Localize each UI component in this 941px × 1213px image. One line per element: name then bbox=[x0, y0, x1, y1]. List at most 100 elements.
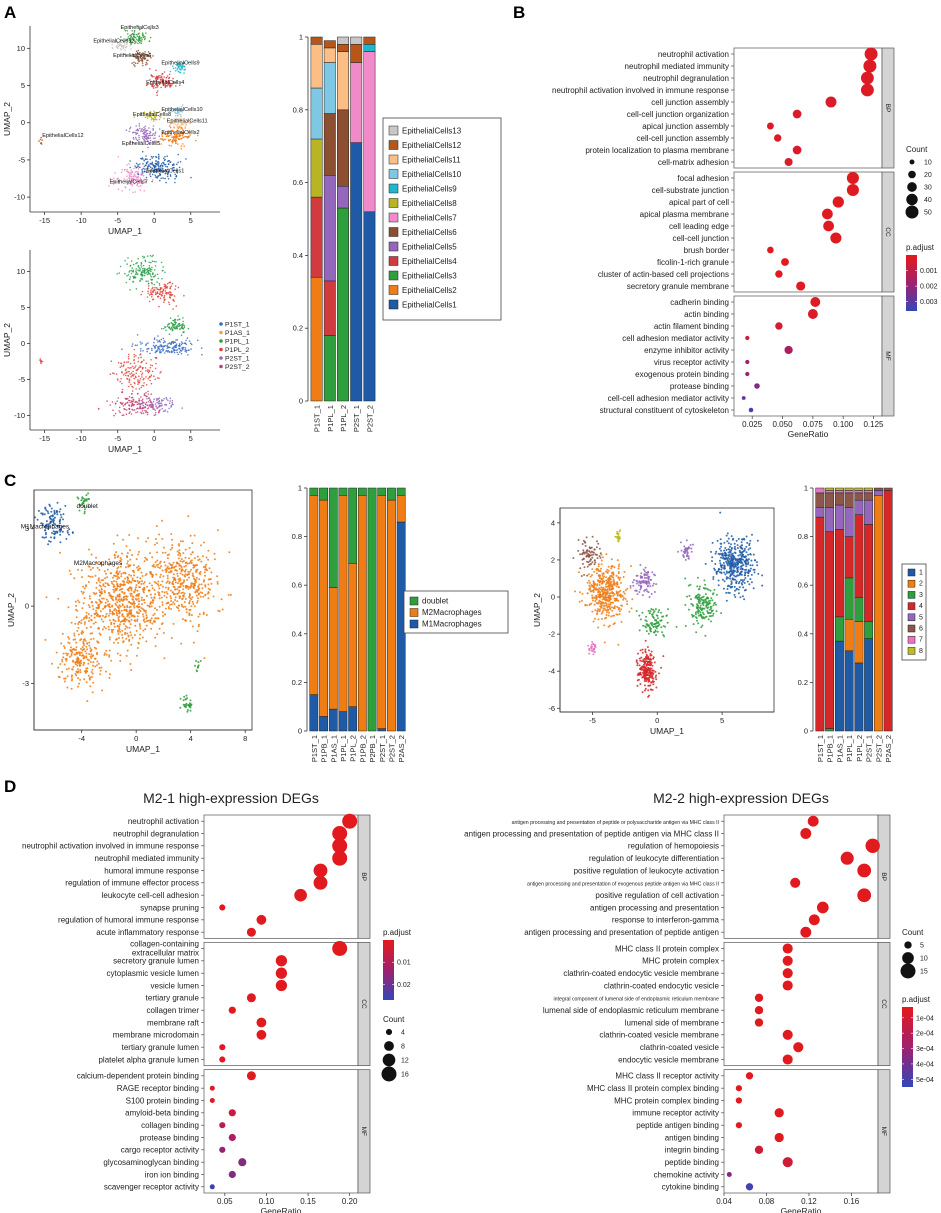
scatter-point bbox=[692, 604, 694, 607]
scatter-point bbox=[139, 163, 141, 165]
scatter-point bbox=[120, 402, 122, 404]
scatter-point bbox=[44, 638, 47, 641]
scatter-point bbox=[79, 669, 82, 671]
scatter-point bbox=[735, 580, 738, 583]
scatter-point bbox=[743, 547, 746, 550]
scatter-point bbox=[182, 699, 185, 702]
term-label: apical plasma membrane bbox=[640, 210, 730, 219]
scatter-point bbox=[144, 137, 146, 140]
scatter-point bbox=[37, 509, 40, 512]
scatter-point bbox=[174, 67, 177, 69]
scatter-point bbox=[187, 570, 190, 573]
scatter-point bbox=[68, 528, 71, 531]
scatter-point bbox=[160, 405, 163, 407]
scatter-point bbox=[645, 657, 648, 660]
scatter-point bbox=[86, 648, 89, 651]
scatter-point bbox=[156, 162, 159, 164]
scatter-point bbox=[89, 685, 92, 688]
scatter-point bbox=[142, 267, 144, 270]
scatter-point bbox=[146, 616, 148, 619]
scatter-point bbox=[83, 512, 86, 515]
scatter-point bbox=[126, 409, 128, 411]
scatter-point bbox=[119, 366, 122, 369]
scatter-point bbox=[129, 126, 132, 129]
scatter-point bbox=[116, 567, 119, 570]
cluster-label: EpithelialCells3 bbox=[120, 25, 158, 31]
scatter-point bbox=[173, 586, 176, 589]
scatter-point bbox=[183, 574, 186, 577]
scatter-point bbox=[737, 554, 740, 557]
legend-label: P1PL_2 bbox=[225, 347, 249, 354]
scatter-point bbox=[641, 676, 644, 679]
scatter-point bbox=[165, 403, 167, 406]
scatter-point bbox=[148, 170, 151, 172]
scatter-point bbox=[147, 292, 149, 295]
scatter-point bbox=[131, 62, 133, 64]
scatter-point bbox=[719, 562, 722, 565]
scatter-point bbox=[81, 646, 84, 649]
scatter-point bbox=[136, 38, 138, 41]
scatter-point bbox=[185, 349, 188, 352]
scatter-point bbox=[122, 47, 125, 50]
scatter-point bbox=[741, 550, 744, 553]
scatter-point bbox=[750, 581, 753, 584]
scatter-point bbox=[114, 620, 117, 623]
term-label: cell-cell junction assembly bbox=[637, 134, 729, 143]
scatter-point bbox=[606, 606, 609, 609]
scatter-point bbox=[128, 353, 130, 356]
scatter-point bbox=[626, 603, 629, 606]
scatter-point bbox=[83, 510, 86, 513]
scatter-point bbox=[114, 602, 117, 605]
scatter-point bbox=[138, 123, 141, 125]
scatter-point bbox=[53, 533, 56, 536]
scatter-point bbox=[199, 595, 202, 598]
scatter-point bbox=[177, 578, 180, 581]
scatter-point bbox=[147, 59, 149, 62]
scatter-point bbox=[610, 606, 613, 609]
scatter-point bbox=[126, 632, 129, 635]
scatter-point bbox=[150, 405, 153, 408]
scatter-point bbox=[177, 143, 179, 145]
scatter-point bbox=[153, 134, 156, 137]
scatter-point bbox=[158, 284, 161, 286]
scatter-point bbox=[593, 617, 596, 620]
scatter-point bbox=[133, 606, 136, 609]
scatter-point bbox=[147, 161, 149, 163]
scatter-point bbox=[161, 135, 164, 138]
scatter-point bbox=[166, 554, 169, 557]
scatter-point bbox=[150, 278, 152, 281]
scatter-point bbox=[109, 373, 112, 376]
y-axis-title: UMAP_2 bbox=[2, 102, 12, 136]
enrichment-dot bbox=[846, 183, 859, 197]
scatter-point bbox=[740, 582, 743, 585]
scatter-point bbox=[116, 614, 118, 617]
scatter-point bbox=[175, 112, 177, 114]
facet-strip-label: BP bbox=[884, 104, 891, 113]
scatter-point bbox=[699, 613, 702, 616]
scatter-point bbox=[160, 261, 163, 264]
scatter-point bbox=[120, 575, 123, 578]
scatter-point bbox=[722, 567, 725, 570]
scatter-point bbox=[50, 510, 53, 513]
scatter-point bbox=[148, 134, 151, 137]
scatter-point bbox=[185, 135, 188, 138]
scatter-point bbox=[176, 129, 178, 132]
scatter-point bbox=[127, 374, 129, 377]
scatter-point bbox=[170, 570, 173, 573]
scatter-point bbox=[613, 584, 616, 587]
scatter-point bbox=[209, 588, 212, 591]
scatter-point bbox=[147, 342, 149, 344]
scatter-point bbox=[124, 572, 127, 575]
scatter-point bbox=[153, 283, 156, 286]
scatter-point bbox=[74, 672, 77, 675]
scatter-point bbox=[139, 353, 142, 355]
scatter-point bbox=[157, 160, 160, 163]
scatter-point bbox=[610, 574, 613, 577]
scatter-point bbox=[136, 654, 138, 657]
scatter-point bbox=[612, 582, 615, 585]
scatter-point bbox=[159, 170, 162, 172]
scatter-point bbox=[137, 178, 139, 181]
scatter-point bbox=[105, 615, 107, 618]
scatter-point bbox=[109, 610, 112, 613]
scatter-point bbox=[88, 595, 91, 598]
